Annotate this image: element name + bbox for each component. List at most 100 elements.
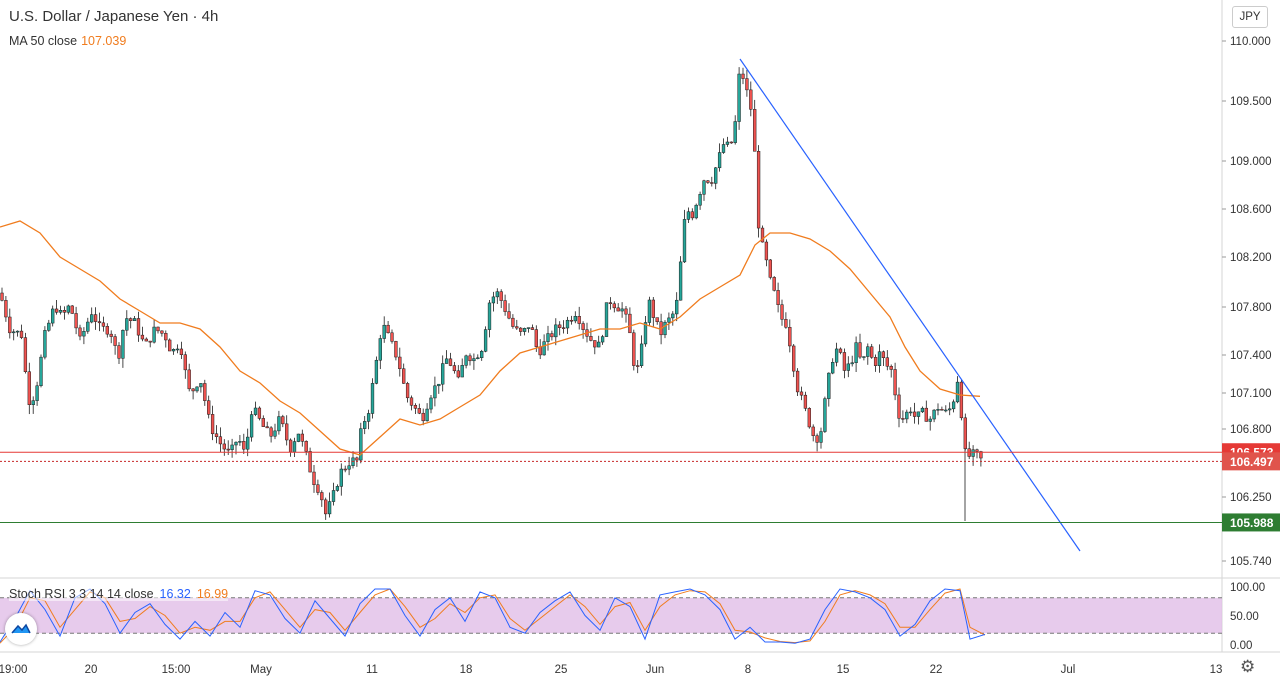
candle [663, 321, 667, 336]
candle [893, 369, 897, 396]
candle [304, 441, 308, 452]
candle [920, 407, 925, 413]
y-tick-label: 107.400 [1230, 350, 1272, 362]
candle [636, 365, 640, 367]
candle [429, 397, 433, 410]
candle [682, 219, 687, 263]
candle [265, 426, 269, 429]
candle [359, 428, 363, 461]
candle [117, 345, 121, 359]
candle [955, 381, 960, 403]
candle [749, 89, 753, 110]
candle [675, 299, 679, 315]
candle [815, 435, 819, 443]
candle [125, 318, 129, 331]
candle [288, 439, 293, 453]
candle [168, 339, 172, 352]
candle [706, 180, 710, 183]
candle [437, 383, 441, 387]
candle [378, 338, 382, 361]
candle [253, 407, 258, 415]
y-tick-label: 106.250 [1230, 492, 1272, 504]
candle [889, 365, 893, 370]
candle [690, 211, 694, 219]
candle [940, 409, 944, 411]
candle [686, 211, 691, 220]
candle [772, 277, 776, 291]
candle [31, 400, 35, 405]
candle [382, 324, 386, 339]
candle [671, 313, 675, 319]
candle [136, 318, 141, 336]
candle [858, 342, 862, 358]
candle [799, 391, 804, 396]
candle [698, 194, 702, 206]
candle [121, 329, 125, 359]
candle [23, 337, 28, 372]
candle [729, 141, 733, 144]
candle [608, 302, 613, 305]
candle [66, 305, 70, 313]
candle [710, 182, 714, 184]
candle [78, 327, 82, 337]
chart-title: U.S. Dollar / Japanese Yen · 4h [9, 8, 219, 25]
candle [413, 405, 418, 409]
candle [191, 388, 195, 392]
candle [877, 351, 882, 366]
candle [214, 433, 219, 437]
candle [448, 358, 453, 366]
candle [534, 329, 538, 347]
candle [979, 451, 983, 459]
candle [207, 400, 211, 415]
candle [885, 357, 889, 367]
candle [737, 73, 741, 122]
candle [109, 333, 113, 337]
candle [476, 357, 480, 359]
currency-button[interactable]: JPY [1232, 6, 1268, 28]
candle [390, 332, 394, 342]
stoch-rsi-k-value: 16.32 [159, 587, 191, 601]
candle [464, 355, 468, 366]
candle [238, 441, 242, 443]
y-tick-label: 107.800 [1230, 302, 1272, 314]
candles [0, 67, 983, 520]
y-tick-label: 109.000 [1230, 156, 1272, 168]
candle [460, 365, 464, 378]
candle [409, 397, 414, 406]
candle [58, 310, 63, 313]
candle [468, 355, 472, 362]
candle [909, 411, 913, 414]
tradingview-logo-icon[interactable] [5, 613, 37, 645]
candle [226, 448, 230, 451]
y-tick-label: 109.500 [1230, 96, 1272, 108]
candle [62, 310, 67, 313]
candle [792, 345, 796, 372]
candle [651, 299, 655, 318]
candle [714, 167, 718, 184]
candle [838, 348, 843, 353]
candle [19, 330, 24, 338]
ma-legend[interactable]: MA 50 close 107.039 [9, 34, 126, 48]
candle [327, 501, 332, 515]
candle [249, 414, 254, 438]
stoch-rsi-legend[interactable]: Stoch RSI 3 3 14 14 close 16.32 16.99 [9, 587, 229, 601]
candle [827, 372, 831, 399]
candle [842, 352, 847, 371]
candle [300, 433, 304, 442]
x-tick-label: 20 [85, 664, 98, 676]
candle [803, 394, 808, 409]
candle [515, 326, 519, 329]
candle [433, 385, 437, 399]
y-tick-label: 106.800 [1230, 424, 1272, 436]
candle [905, 411, 909, 420]
candle [292, 441, 297, 453]
candle [511, 317, 515, 327]
candle [402, 368, 406, 384]
candle [745, 78, 749, 91]
candle [834, 348, 839, 363]
candle [273, 430, 277, 437]
candle [144, 338, 148, 342]
candle [519, 327, 523, 332]
gear-icon[interactable]: ⚙ [1240, 657, 1256, 676]
